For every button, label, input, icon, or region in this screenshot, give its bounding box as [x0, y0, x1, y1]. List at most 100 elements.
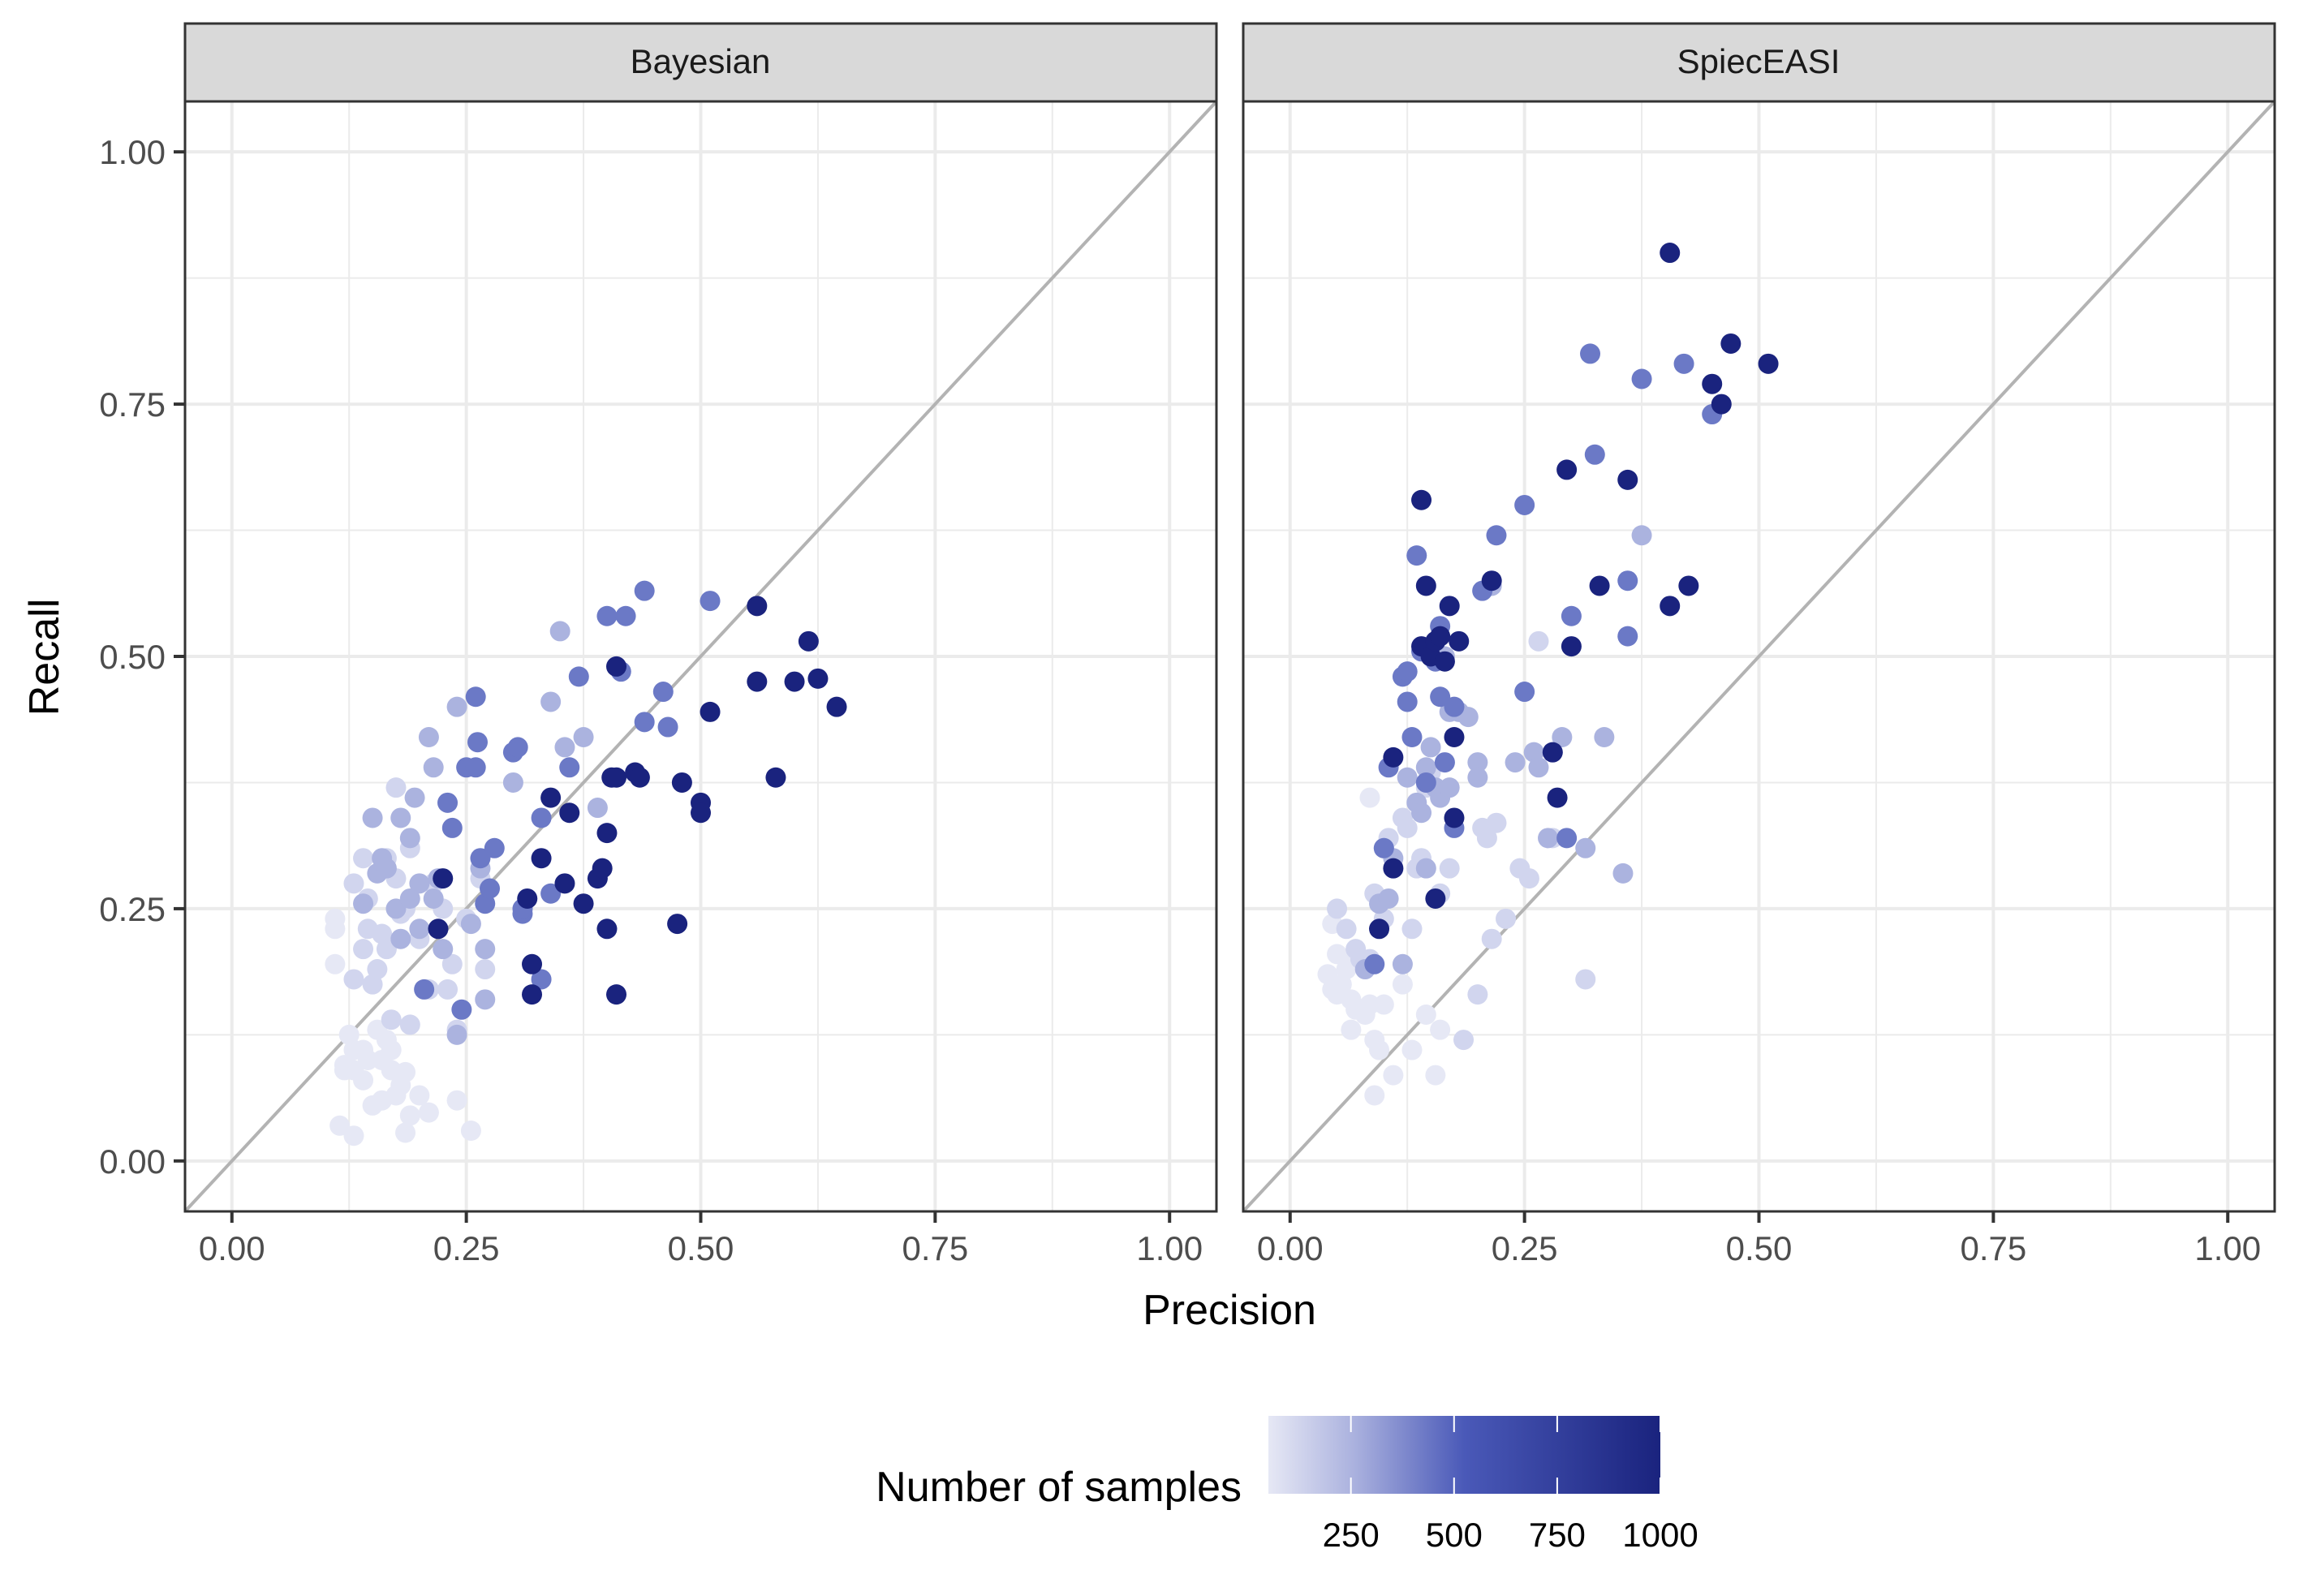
data-point: [1673, 353, 1694, 374]
data-point: [446, 1024, 467, 1045]
strip-label-bayesian: Bayesian: [631, 42, 771, 80]
data-point: [1364, 953, 1385, 974]
y-tick-label: 0.75: [99, 385, 166, 424]
data-point: [1420, 737, 1441, 758]
data-point: [540, 883, 562, 904]
data-point: [1496, 908, 1517, 929]
data-point: [1359, 994, 1380, 1015]
data-point: [691, 802, 711, 824]
data-point: [484, 837, 505, 858]
data-point: [470, 848, 491, 869]
data-point: [343, 1039, 364, 1060]
y-axis-title: Recall: [21, 599, 68, 716]
legend: Number of samples 250 500 750 1000: [876, 1416, 1698, 1554]
data-point: [1505, 752, 1526, 773]
data-point: [1449, 630, 1470, 652]
colorbar: [1268, 1416, 1660, 1494]
data-point: [1425, 1065, 1446, 1086]
data-point: [1467, 767, 1488, 788]
data-point: [357, 918, 378, 940]
data-point: [1369, 1039, 1390, 1060]
data-point: [353, 848, 374, 869]
x-axis-ticks: 0.00 0.25 0.50 0.75 1.00: [199, 1211, 1203, 1267]
data-point: [1486, 525, 1507, 546]
data-point: [325, 953, 346, 974]
y-axis-ticks: 0.00 0.25 0.50 0.75 1.00: [99, 133, 185, 1181]
data-point: [446, 696, 467, 717]
data-point: [1373, 837, 1394, 858]
data-point: [1434, 752, 1455, 773]
data-point: [1397, 691, 1418, 712]
data-point: [1392, 974, 1413, 995]
data-point: [334, 1060, 355, 1081]
data-point: [376, 858, 397, 879]
data-point: [1341, 1019, 1362, 1040]
data-point: [502, 772, 523, 793]
x-tick-label: 1.00: [1136, 1229, 1203, 1267]
data-point: [433, 868, 454, 889]
data-point: [1369, 918, 1390, 940]
data-point: [1411, 802, 1432, 824]
data-point: [1660, 243, 1681, 264]
data-point: [395, 1061, 416, 1082]
data-point: [1584, 444, 1605, 465]
data-point: [798, 630, 819, 652]
data-point: [385, 898, 407, 919]
data-point: [1392, 953, 1413, 974]
data-point: [573, 726, 594, 747]
data-point: [507, 737, 528, 758]
data-point: [1617, 570, 1638, 592]
data-point: [1411, 489, 1432, 510]
data-point: [437, 792, 459, 813]
data-point: [362, 807, 383, 828]
data-point: [615, 605, 636, 626]
data-point: [1425, 888, 1446, 909]
data-point: [409, 1085, 430, 1106]
x-tick-label: 0.00: [1257, 1229, 1324, 1267]
data-point: [329, 1115, 351, 1136]
data-point: [460, 914, 481, 935]
data-point: [1378, 888, 1399, 909]
data-point: [1589, 575, 1610, 596]
data-point: [1397, 817, 1418, 838]
data-point: [1580, 343, 1601, 364]
data-point: [465, 757, 486, 778]
data-point: [1401, 918, 1423, 940]
data-point: [700, 591, 721, 612]
data-point: [480, 878, 501, 899]
data-point: [1528, 630, 1549, 652]
data-point: [531, 969, 552, 990]
data-point: [399, 1014, 420, 1035]
identity-line: [185, 101, 1216, 1211]
data-point: [1444, 726, 1465, 747]
data-point: [1547, 787, 1568, 808]
data-point: [1631, 525, 1652, 546]
data-point: [1327, 898, 1348, 919]
data-point: [343, 873, 364, 894]
data-point: [559, 802, 580, 824]
data-point: [1439, 858, 1460, 879]
data-point: [1561, 636, 1582, 657]
data-point: [1373, 994, 1394, 1015]
data-point: [460, 1121, 481, 1142]
data-point: [522, 984, 543, 1005]
data-point: [418, 1102, 439, 1123]
data-point: [1444, 807, 1465, 828]
data-point: [1617, 626, 1638, 647]
data-point: [606, 767, 627, 788]
x-axis-ticks: 0.00 0.25 0.50 0.75 1.00: [1257, 1211, 2261, 1267]
data-point: [343, 1125, 364, 1146]
data-point: [1336, 918, 1357, 940]
data-point: [1406, 545, 1427, 566]
x-tick-label: 0.75: [1960, 1229, 2026, 1267]
data-point: [531, 848, 552, 869]
data-point: [1486, 812, 1507, 833]
data-point: [385, 777, 407, 798]
data-point: [1430, 1019, 1451, 1040]
data-point: [1678, 575, 1699, 596]
data-point: [1401, 726, 1423, 747]
data-point: [1481, 570, 1502, 592]
data-point: [1758, 353, 1779, 374]
colorbar-tick-label: 1000: [1622, 1516, 1698, 1554]
data-point: [1528, 757, 1549, 778]
